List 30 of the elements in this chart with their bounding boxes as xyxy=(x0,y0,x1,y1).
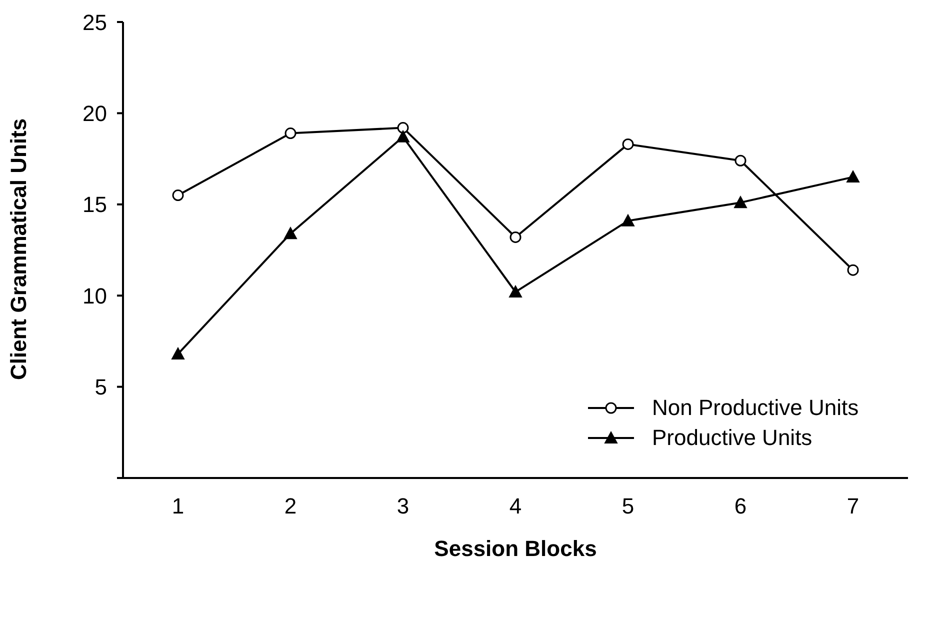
point xyxy=(284,227,297,240)
point xyxy=(622,214,634,226)
point xyxy=(284,128,296,140)
x-axis-title: Session Blocks xyxy=(434,536,597,561)
legend-label: Productive Units xyxy=(652,425,812,451)
y-tick-label: 5 xyxy=(94,374,107,400)
x-tick-label: 6 xyxy=(734,494,747,519)
x-tick-label: 7 xyxy=(846,494,860,519)
y-tick-label: 20 xyxy=(82,101,107,126)
point xyxy=(510,231,522,243)
point xyxy=(847,264,859,276)
x-tick-label: 4 xyxy=(509,494,522,519)
legend-label: Non Productive Units xyxy=(652,395,859,421)
point xyxy=(172,347,184,360)
x-tick-label: 2 xyxy=(284,494,297,519)
point xyxy=(846,170,860,183)
point xyxy=(622,138,634,150)
point xyxy=(734,154,746,166)
y-axis-title: Client Grammatical Units xyxy=(6,118,31,380)
x-tick-label: 1 xyxy=(172,494,184,519)
y-tick-label: 10 xyxy=(82,283,107,308)
point xyxy=(509,285,522,298)
x-tick-label: 5 xyxy=(622,494,634,519)
x-tick-label: 3 xyxy=(396,494,410,519)
point xyxy=(396,130,410,142)
point xyxy=(734,196,747,208)
point xyxy=(397,122,409,134)
point xyxy=(172,190,184,202)
y-tick-label: 25 xyxy=(82,10,107,35)
y-tick-label: 15 xyxy=(82,192,107,218)
